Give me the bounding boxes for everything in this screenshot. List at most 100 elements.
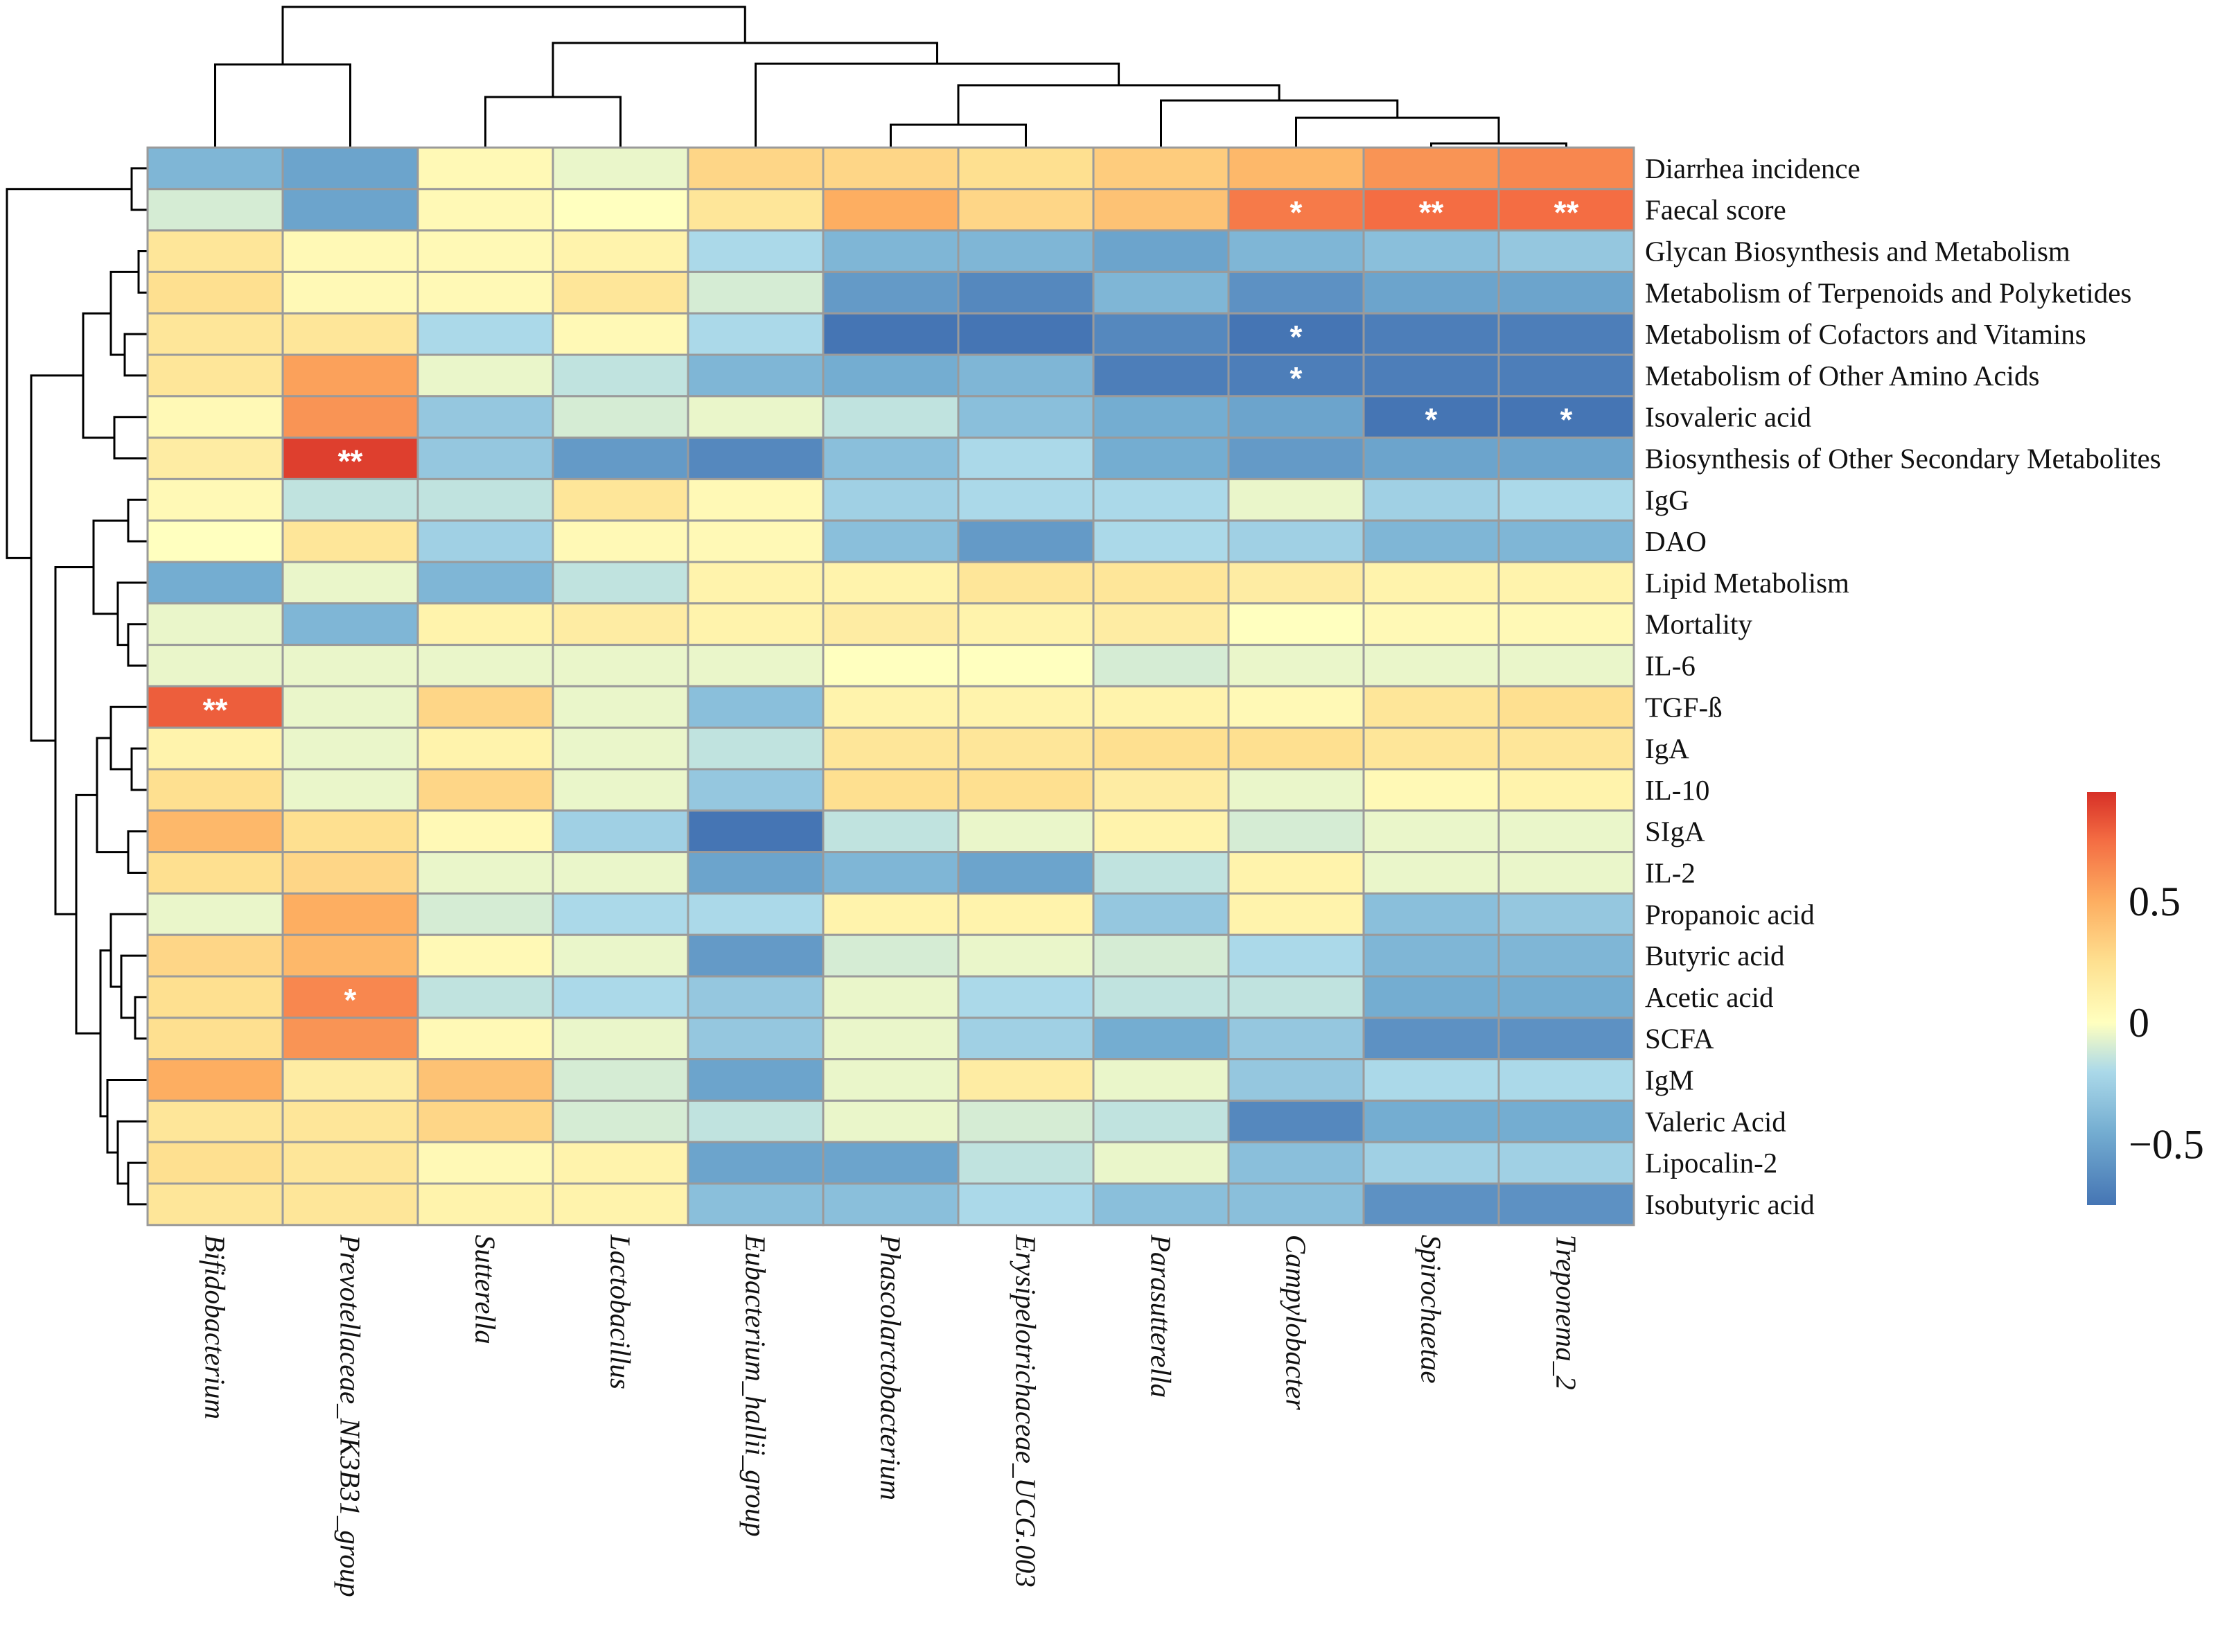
heatmap-cell <box>416 353 554 398</box>
heatmap-cell <box>1092 1099 1230 1143</box>
heatmap-cell <box>1362 1141 1500 1185</box>
heatmap-cell <box>281 229 419 273</box>
row-dendro-branch <box>99 949 111 1118</box>
heatmap-cell <box>1362 975 1500 1019</box>
heatmap-cell <box>1497 270 1635 315</box>
heatmap-cell <box>687 1017 825 1061</box>
heatmap-cell <box>1497 395 1635 439</box>
heatmap-cell <box>552 1058 689 1102</box>
row-label: Butyric acid <box>1645 940 1785 972</box>
heatmap-cell <box>1227 726 1365 771</box>
significance-mark: * <box>1290 360 1303 396</box>
row-label: Isobutyric acid <box>1645 1188 1815 1220</box>
heatmap-cell <box>1092 312 1230 356</box>
row-label: IL-6 <box>1645 650 1696 682</box>
heatmap-cell <box>1362 644 1500 687</box>
heatmap-cell <box>1362 270 1500 315</box>
heatmap-cell <box>1362 726 1500 771</box>
heatmap-cell <box>1227 1017 1365 1061</box>
row-label: Faecal score <box>1645 194 1786 226</box>
heatmap-cell <box>416 519 554 563</box>
heatmap-cell <box>1497 188 1635 232</box>
column-label: Spirochaetae <box>1416 1235 1447 1384</box>
heatmap-cell <box>1092 933 1230 978</box>
row-dendro-branch <box>134 996 148 1040</box>
heatmap-cell <box>146 229 284 273</box>
heatmap-cell <box>1227 229 1365 273</box>
heatmap-cell <box>281 188 419 232</box>
heatmap-cell <box>281 933 419 978</box>
heatmap-cell <box>416 644 554 687</box>
significance-mark: ** <box>1419 195 1444 231</box>
column-label: Parasutterella <box>1145 1234 1177 1398</box>
heatmap-cell <box>1497 312 1635 356</box>
heatmap-cell <box>552 1141 689 1185</box>
col-dendro-branch <box>890 123 1027 148</box>
column-labels: Bifidobacterium Prevotellaceae_NK3B31_gro… <box>200 1234 1583 1597</box>
heatmap-cell <box>416 851 554 895</box>
heatmap-cell <box>146 395 284 439</box>
heatmap-cell <box>822 519 960 563</box>
row-label: DAO <box>1645 525 1707 557</box>
significance-mark: ** <box>203 692 228 728</box>
heatmap-cell <box>1362 353 1500 398</box>
heatmap-cell <box>552 644 689 687</box>
heatmap-cell <box>1227 270 1365 315</box>
heatmap-cell <box>1362 312 1500 356</box>
heatmap-cell <box>957 312 1095 356</box>
heatmap-cell <box>281 851 419 895</box>
heatmap-cell <box>822 644 960 687</box>
heatmap-cell <box>416 270 554 315</box>
heatmap-cell <box>822 1099 960 1143</box>
heatmap-cell <box>957 477 1095 522</box>
heatmap-cell <box>1092 892 1230 936</box>
heatmap-cell <box>687 437 825 480</box>
heatmap-cell <box>822 1182 960 1227</box>
row-label: IgM <box>1645 1064 1694 1096</box>
col-dendro-branch <box>484 96 622 148</box>
row-label: Metabolism of Terpenoids and Polyketides <box>1645 276 2131 308</box>
heatmap-cell <box>416 892 554 936</box>
heatmap-cells <box>146 146 1635 1227</box>
heatmap-cell <box>1362 1182 1500 1227</box>
heatmap-cell <box>146 1058 284 1102</box>
heatmap-cell <box>687 312 825 356</box>
row-label: IgG <box>1645 484 1689 516</box>
heatmap-cell <box>552 602 689 647</box>
heatmap-cell <box>416 477 554 522</box>
heatmap-cell <box>552 726 689 771</box>
heatmap-cell <box>146 685 284 729</box>
color-legend: 0.5 0 −0.5 <box>2087 792 2204 1205</box>
heatmap-cell <box>1092 477 1230 522</box>
heatmap-cell <box>1362 809 1500 854</box>
heatmap-cell <box>1092 229 1230 273</box>
heatmap-cell <box>281 312 419 356</box>
heatmap-cell <box>146 353 284 398</box>
legend-tick-label: 0.5 <box>2129 879 2181 924</box>
heatmap-cell <box>416 809 554 854</box>
heatmap-cell <box>146 602 284 647</box>
heatmap-cell <box>957 561 1095 605</box>
heatmap-cell <box>687 353 825 398</box>
heatmap-cell <box>146 188 284 232</box>
heatmap-cell <box>687 768 825 812</box>
heatmap-cell <box>146 437 284 480</box>
heatmap-cell <box>1092 1182 1230 1227</box>
heatmap-cell <box>1362 519 1500 563</box>
heatmap-cell <box>1227 561 1365 605</box>
heatmap-cell <box>957 933 1095 978</box>
heatmap-cell <box>957 975 1095 1019</box>
heatmap-cell <box>1497 726 1635 771</box>
heatmap-cell <box>1227 437 1365 480</box>
row-dendro-branch <box>54 565 94 915</box>
row-dendro-branch <box>130 167 148 211</box>
heatmap-cell <box>281 644 419 687</box>
row-label: SCFA <box>1645 1023 1714 1055</box>
heatmap-cell <box>957 768 1095 812</box>
heatmap-cell <box>281 892 419 936</box>
heatmap-cell <box>416 933 554 978</box>
legend-ticks: 0.5 0 −0.5 <box>2129 879 2204 1168</box>
significance-mark: * <box>344 982 357 1018</box>
heatmap-cell <box>146 644 284 687</box>
heatmap-cell <box>1092 561 1230 605</box>
